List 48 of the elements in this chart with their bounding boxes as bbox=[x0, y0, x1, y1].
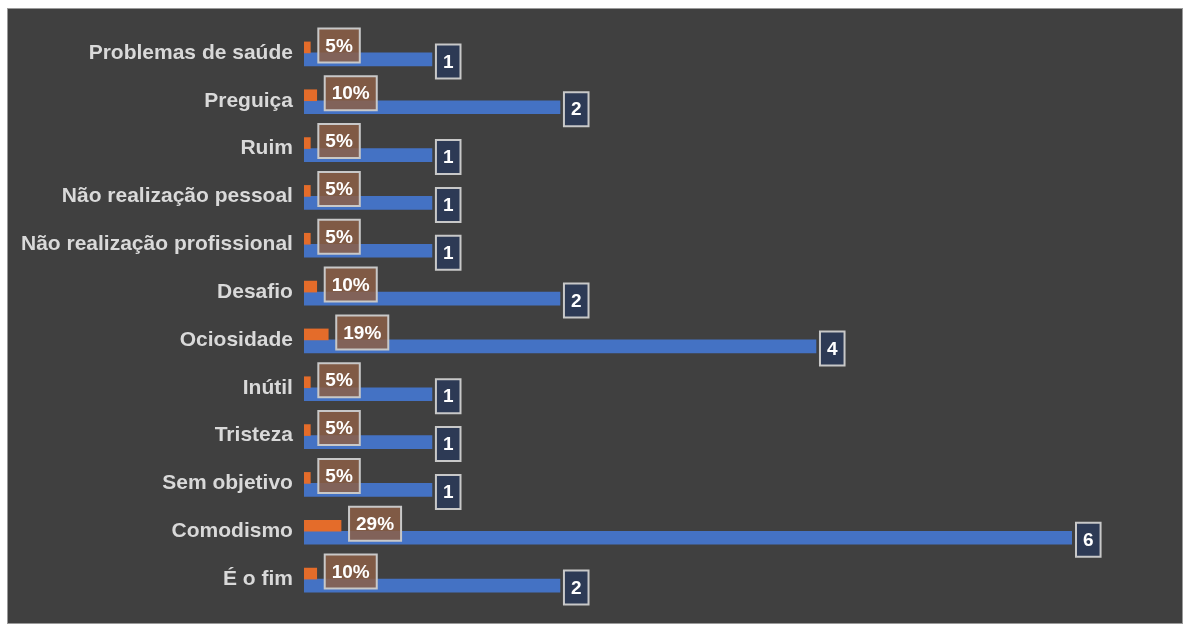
data-label: 5% bbox=[325, 369, 353, 391]
y-tick-label: Comodismo bbox=[171, 518, 293, 542]
data-label: 1 bbox=[442, 481, 454, 503]
bar bbox=[303, 232, 311, 245]
data-label: 29% bbox=[356, 512, 395, 534]
bar bbox=[303, 89, 318, 102]
data-label: 10% bbox=[331, 82, 370, 104]
data-label: 1 bbox=[442, 241, 454, 263]
bar bbox=[303, 567, 318, 580]
data-label: 1 bbox=[442, 194, 454, 216]
data-label: 1 bbox=[442, 433, 454, 455]
y-tick-label: Não realização pessoal bbox=[61, 183, 293, 207]
y-tick-label: É o fim bbox=[222, 565, 293, 589]
data-label: 5% bbox=[325, 34, 353, 56]
y-tick-label: Preguiça bbox=[204, 87, 294, 111]
bar bbox=[303, 519, 342, 532]
data-label: 2 bbox=[570, 289, 582, 311]
data-label: 6 bbox=[1082, 528, 1094, 550]
data-label: 5% bbox=[325, 225, 353, 247]
y-tick-label: Não realização profissional bbox=[20, 231, 293, 255]
y-tick-label: Ruim bbox=[240, 135, 293, 159]
bar bbox=[303, 424, 311, 436]
y-tick-label: Inútil bbox=[242, 374, 293, 398]
data-label: 1 bbox=[442, 50, 454, 72]
data-label: 2 bbox=[570, 576, 582, 598]
bar bbox=[303, 376, 311, 389]
data-label: 5% bbox=[325, 417, 353, 439]
bar bbox=[303, 41, 311, 54]
y-tick-label: Sem objetivo bbox=[162, 470, 293, 494]
y-tick-label: Problemas de saúde bbox=[88, 39, 293, 63]
y-tick-label: Desafio bbox=[217, 278, 293, 302]
data-label: 5% bbox=[325, 465, 353, 487]
data-label: 19% bbox=[343, 321, 382, 343]
data-label: 5% bbox=[325, 130, 353, 152]
data-label: 1 bbox=[442, 146, 454, 168]
data-label: 10% bbox=[331, 273, 370, 295]
bar bbox=[303, 185, 311, 197]
bar bbox=[303, 137, 311, 149]
bar bbox=[303, 328, 329, 341]
data-label: 1 bbox=[442, 385, 454, 407]
data-label: 2 bbox=[570, 98, 582, 120]
y-tick-label: Tristeza bbox=[214, 422, 294, 446]
data-label: 4 bbox=[826, 337, 838, 359]
y-tick-label: Ociosidade bbox=[179, 326, 293, 350]
bar bbox=[303, 472, 311, 484]
data-label: 10% bbox=[331, 560, 370, 582]
data-label: 5% bbox=[325, 178, 353, 200]
bar bbox=[303, 280, 318, 293]
